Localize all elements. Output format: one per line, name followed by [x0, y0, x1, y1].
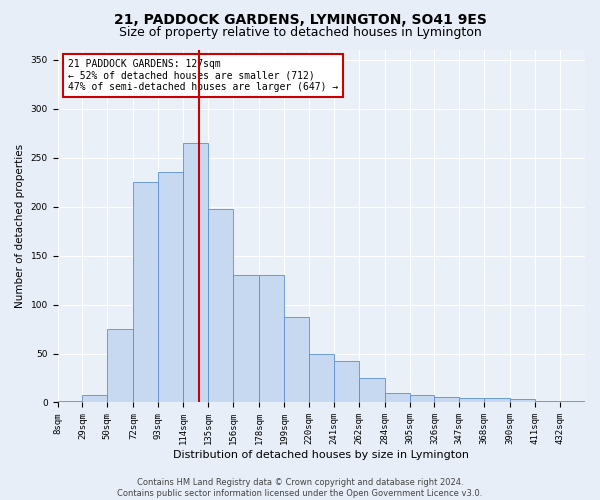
Bar: [309, 354, 334, 403]
Bar: [385, 392, 410, 402]
Bar: [410, 394, 434, 402]
Bar: [107, 329, 133, 402]
Bar: [183, 143, 208, 403]
Y-axis label: Number of detached properties: Number of detached properties: [15, 144, 25, 308]
Bar: [334, 362, 359, 403]
X-axis label: Distribution of detached houses by size in Lymington: Distribution of detached houses by size …: [173, 450, 469, 460]
Bar: [484, 398, 511, 402]
Bar: [359, 378, 385, 402]
Bar: [511, 398, 535, 402]
Bar: [82, 394, 107, 402]
Bar: [535, 400, 560, 402]
Bar: [460, 398, 484, 402]
Text: Size of property relative to detached houses in Lymington: Size of property relative to detached ho…: [119, 26, 481, 39]
Bar: [158, 172, 183, 402]
Bar: [284, 318, 309, 402]
Bar: [58, 400, 82, 402]
Bar: [133, 182, 158, 402]
Bar: [233, 275, 259, 402]
Bar: [434, 396, 460, 402]
Bar: [259, 275, 284, 402]
Bar: [208, 208, 233, 402]
Text: Contains HM Land Registry data © Crown copyright and database right 2024.
Contai: Contains HM Land Registry data © Crown c…: [118, 478, 482, 498]
Text: 21 PADDOCK GARDENS: 127sqm
← 52% of detached houses are smaller (712)
47% of sem: 21 PADDOCK GARDENS: 127sqm ← 52% of deta…: [68, 59, 338, 92]
Bar: [560, 400, 585, 402]
Text: 21, PADDOCK GARDENS, LYMINGTON, SO41 9ES: 21, PADDOCK GARDENS, LYMINGTON, SO41 9ES: [113, 12, 487, 26]
